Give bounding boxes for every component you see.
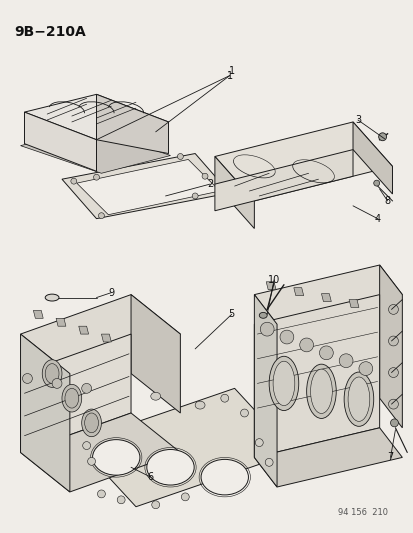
Text: 9: 9 — [108, 288, 114, 297]
Ellipse shape — [273, 361, 294, 406]
Ellipse shape — [201, 459, 248, 495]
Ellipse shape — [306, 364, 335, 418]
Polygon shape — [101, 334, 111, 342]
Polygon shape — [78, 326, 88, 334]
Ellipse shape — [147, 449, 194, 485]
Circle shape — [389, 419, 397, 427]
Text: 5: 5 — [228, 309, 234, 319]
Text: 3: 3 — [354, 115, 360, 125]
Polygon shape — [254, 295, 276, 487]
Circle shape — [98, 213, 104, 219]
Ellipse shape — [347, 377, 369, 422]
Circle shape — [265, 458, 273, 466]
Text: 8: 8 — [384, 196, 389, 206]
Circle shape — [88, 457, 95, 465]
Ellipse shape — [65, 389, 78, 408]
Ellipse shape — [150, 392, 160, 400]
Ellipse shape — [42, 360, 62, 387]
Text: 2: 2 — [206, 179, 213, 189]
Text: 4: 4 — [374, 214, 380, 224]
Ellipse shape — [195, 401, 204, 409]
Circle shape — [97, 490, 105, 498]
Ellipse shape — [62, 384, 81, 412]
Polygon shape — [24, 94, 168, 140]
Polygon shape — [56, 318, 66, 326]
Polygon shape — [214, 122, 392, 201]
Circle shape — [387, 368, 397, 377]
Polygon shape — [96, 94, 168, 154]
Text: 1: 1 — [228, 66, 234, 76]
Ellipse shape — [343, 372, 373, 426]
Polygon shape — [266, 282, 275, 289]
Ellipse shape — [93, 440, 140, 475]
Polygon shape — [214, 157, 254, 229]
Text: 94 156  210: 94 156 210 — [337, 507, 387, 516]
Polygon shape — [21, 334, 131, 453]
Polygon shape — [214, 150, 352, 211]
Circle shape — [192, 193, 198, 199]
Circle shape — [152, 501, 159, 508]
Ellipse shape — [310, 369, 332, 414]
Circle shape — [81, 383, 91, 393]
Circle shape — [387, 304, 397, 314]
Circle shape — [71, 178, 76, 184]
Text: 7: 7 — [387, 453, 393, 463]
Polygon shape — [352, 122, 392, 194]
Ellipse shape — [45, 364, 59, 383]
Ellipse shape — [259, 312, 266, 318]
Polygon shape — [379, 265, 401, 428]
Polygon shape — [21, 334, 70, 492]
Polygon shape — [320, 294, 330, 302]
Text: 9B−210A: 9B−210A — [14, 25, 86, 39]
Circle shape — [240, 409, 248, 417]
Polygon shape — [24, 112, 96, 171]
Circle shape — [387, 336, 397, 346]
Circle shape — [260, 322, 273, 336]
Polygon shape — [76, 159, 219, 215]
Circle shape — [202, 173, 207, 179]
Circle shape — [255, 439, 263, 447]
Circle shape — [299, 338, 313, 352]
Polygon shape — [33, 310, 43, 318]
Text: 6: 6 — [147, 472, 154, 482]
Text: 10: 10 — [267, 275, 280, 285]
Circle shape — [387, 399, 397, 409]
Text: 1: 1 — [226, 70, 232, 80]
Polygon shape — [131, 295, 180, 413]
Circle shape — [378, 133, 386, 141]
Circle shape — [373, 180, 379, 186]
Polygon shape — [348, 300, 358, 308]
Circle shape — [181, 493, 189, 501]
Polygon shape — [293, 288, 303, 296]
Ellipse shape — [85, 413, 98, 433]
Circle shape — [93, 174, 99, 180]
Polygon shape — [76, 389, 293, 507]
Ellipse shape — [81, 409, 101, 437]
Polygon shape — [21, 413, 180, 492]
Circle shape — [358, 362, 372, 376]
Polygon shape — [21, 128, 170, 173]
Ellipse shape — [45, 294, 59, 301]
Polygon shape — [62, 154, 229, 219]
Circle shape — [338, 354, 352, 368]
Polygon shape — [254, 265, 401, 324]
Circle shape — [220, 394, 228, 402]
Circle shape — [177, 154, 183, 159]
Ellipse shape — [268, 356, 298, 410]
Circle shape — [117, 496, 125, 504]
Circle shape — [22, 374, 32, 383]
Polygon shape — [254, 428, 401, 487]
Circle shape — [83, 442, 90, 449]
Circle shape — [279, 330, 293, 344]
Polygon shape — [254, 295, 379, 457]
Circle shape — [319, 346, 332, 360]
Circle shape — [52, 378, 62, 389]
Polygon shape — [21, 295, 180, 374]
